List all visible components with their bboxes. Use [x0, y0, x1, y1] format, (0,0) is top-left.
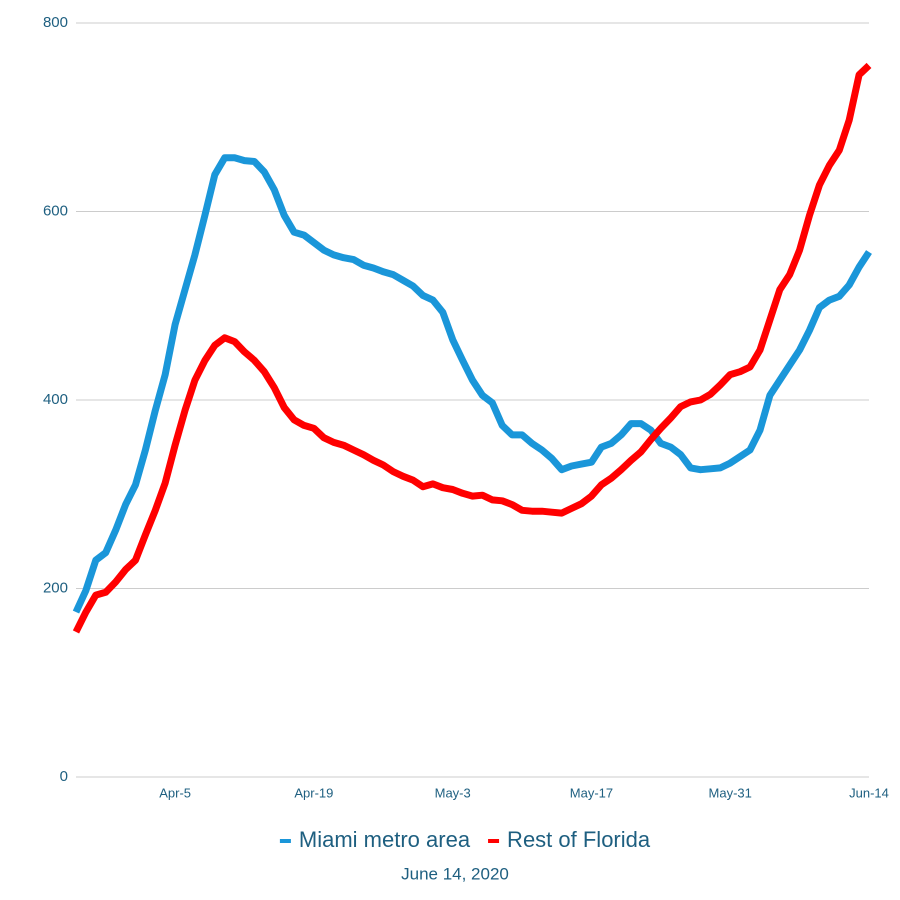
y-tick-label: 200	[43, 579, 68, 596]
series-line	[72, 154, 872, 614]
y-tick-label: 0	[60, 768, 68, 785]
y-tick-label: 600	[43, 202, 68, 219]
legend-label: Miami metro area	[299, 827, 471, 852]
x-tick-label: Jun-14	[849, 785, 889, 800]
x-tick-label: Apr-5	[159, 785, 191, 800]
x-tick-label: Apr-19	[294, 785, 333, 800]
legend-label: Rest of Florida	[507, 827, 651, 852]
y-tick-label: 800	[43, 14, 68, 31]
chart-subtitle: June 14, 2020	[401, 864, 509, 883]
x-tick-label: May-17	[570, 785, 613, 800]
x-tick-label: May-31	[709, 785, 752, 800]
series-line	[72, 62, 872, 634]
x-tick-label: May-3	[435, 785, 471, 800]
y-tick-label: 400	[43, 391, 68, 408]
